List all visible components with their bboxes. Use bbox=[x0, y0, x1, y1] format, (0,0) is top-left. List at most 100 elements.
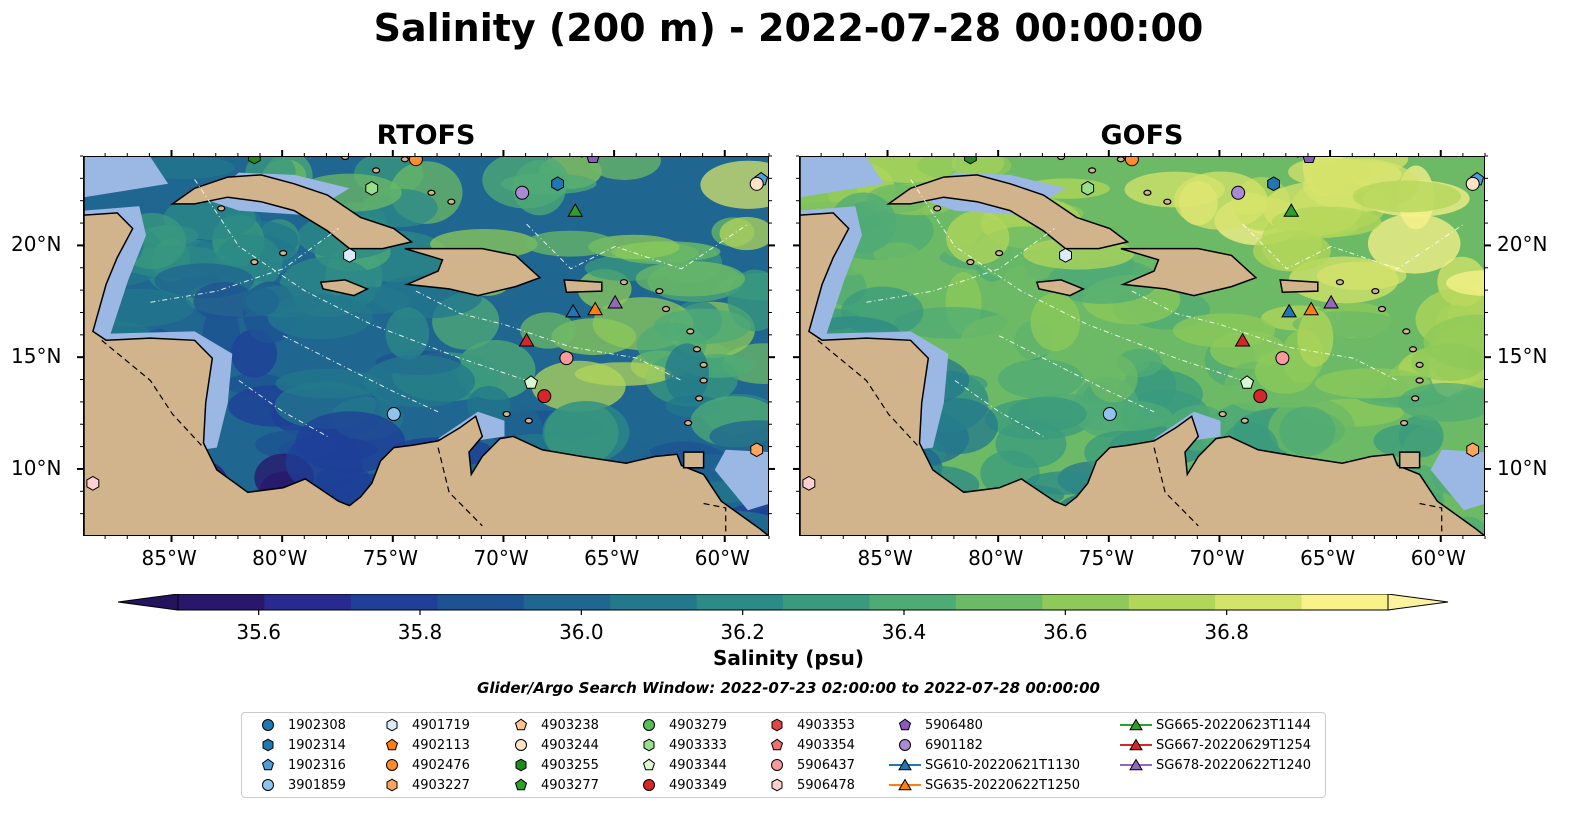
gofs-salinity-map[interactable] bbox=[799, 156, 1485, 536]
island bbox=[686, 328, 695, 335]
platform-marker-4902476[interactable] bbox=[408, 157, 423, 167]
platform-marker-3901859[interactable] bbox=[386, 407, 401, 422]
legend-marker-icon bbox=[887, 715, 925, 735]
platform-marker-4903349[interactable] bbox=[1253, 389, 1268, 404]
platform-marker-4903344[interactable] bbox=[523, 375, 539, 389]
legend-item-4903353: 4903353 bbox=[759, 715, 855, 735]
platform-marker-SG678-20220622T1240[interactable] bbox=[1323, 294, 1339, 309]
legend-label: 4903354 bbox=[797, 737, 855, 753]
eez-boundary bbox=[415, 290, 682, 381]
island bbox=[217, 205, 226, 212]
platform-marker-SG610-20220621T1130[interactable] bbox=[565, 303, 581, 318]
legend-marker bbox=[771, 759, 783, 771]
eez-boundary bbox=[954, 380, 1044, 437]
platform-marker-4903255[interactable] bbox=[248, 157, 261, 165]
platform-marker-1902314[interactable] bbox=[1267, 176, 1280, 192]
colorbar-segment bbox=[610, 594, 698, 610]
eez-boundary bbox=[150, 228, 339, 303]
island bbox=[250, 258, 259, 266]
legend-marker-icon bbox=[250, 755, 288, 775]
land-mass bbox=[1120, 247, 1258, 297]
platform-marker-4903227[interactable] bbox=[1466, 442, 1480, 458]
colorbar-gradient bbox=[117, 593, 1449, 615]
platform-marker-1902314[interactable] bbox=[551, 176, 564, 192]
platform-marker-4901719[interactable] bbox=[343, 247, 356, 263]
land-mass bbox=[84, 157, 768, 535]
shelf-area bbox=[800, 157, 885, 198]
platform-marker-SG678-20220622T1240[interactable] bbox=[607, 294, 623, 309]
legend-item-1902314: 1902314 bbox=[250, 735, 346, 755]
island bbox=[695, 395, 704, 402]
platform-marker-4903333[interactable] bbox=[365, 180, 379, 196]
land-mass bbox=[563, 279, 603, 293]
land-mass bbox=[319, 279, 370, 297]
legend-marker bbox=[771, 778, 783, 792]
legend-marker bbox=[385, 738, 399, 751]
platform-marker-4903344[interactable] bbox=[1239, 375, 1255, 389]
island bbox=[966, 258, 975, 266]
y-tick-label: 20°N bbox=[1497, 232, 1548, 257]
legend-item-SG635-20220622T1250: SG635-20220622T1250 bbox=[887, 775, 1080, 795]
legend-label: SG678-20220622T1240 bbox=[1156, 757, 1312, 773]
platform-marker-3901859[interactable] bbox=[1102, 407, 1117, 422]
platform-marker-6901182[interactable] bbox=[515, 185, 530, 200]
legend-label: 4903279 bbox=[669, 717, 727, 733]
legend-item-4901719: 4901719 bbox=[374, 715, 470, 735]
legend-marker-icon bbox=[631, 755, 669, 775]
platform-marker-4901719[interactable] bbox=[1059, 247, 1072, 263]
platform-marker-5906480[interactable] bbox=[1302, 157, 1316, 163]
platform-marker-SG635-20220622T1250[interactable] bbox=[1303, 301, 1320, 316]
land-mass bbox=[886, 174, 1130, 250]
platform-marker-SG667-20220629T1254[interactable] bbox=[518, 332, 535, 347]
island bbox=[1116, 157, 1125, 163]
platform-marker-6901182[interactable] bbox=[1231, 185, 1246, 200]
island bbox=[1088, 167, 1097, 174]
island bbox=[400, 157, 409, 163]
legend-marker bbox=[515, 758, 527, 772]
island bbox=[1415, 361, 1424, 368]
legend-marker-icon bbox=[374, 735, 412, 755]
island bbox=[661, 305, 671, 313]
platform-marker-SG635-20220622T1250[interactable] bbox=[587, 301, 604, 316]
platform-marker-5906480[interactable] bbox=[586, 157, 600, 163]
platform-marker-SG665-20220623T1144[interactable] bbox=[567, 203, 584, 217]
rtofs-salinity-map[interactable] bbox=[83, 156, 769, 536]
land-mass bbox=[682, 451, 705, 469]
land-mass bbox=[1398, 451, 1421, 469]
platform-marker-4903227[interactable] bbox=[750, 442, 764, 458]
panel-title-rtofs: RTOFS bbox=[376, 120, 476, 151]
platform-marker-5906437[interactable] bbox=[1275, 351, 1290, 366]
island bbox=[1411, 395, 1420, 402]
platform-marker-4903349[interactable] bbox=[537, 389, 552, 404]
island bbox=[699, 361, 708, 368]
platform-marker-4903244[interactable] bbox=[1465, 176, 1480, 191]
island bbox=[1402, 328, 1411, 335]
legend-marker-icon bbox=[374, 775, 412, 795]
platform-marker-SG610-20220621T1130[interactable] bbox=[1281, 303, 1297, 318]
platform-marker-5906478[interactable] bbox=[86, 475, 100, 491]
platform-marker-4903333[interactable] bbox=[1081, 180, 1095, 196]
island bbox=[1218, 410, 1227, 418]
platform-marker-4903255[interactable] bbox=[964, 157, 977, 165]
platform-marker-SG667-20220629T1254[interactable] bbox=[1234, 332, 1251, 347]
island bbox=[684, 419, 693, 427]
legend-label: 4902476 bbox=[412, 757, 470, 773]
island bbox=[692, 346, 702, 353]
legend-item-4902113: 4902113 bbox=[374, 735, 470, 755]
platform-marker-5906437[interactable] bbox=[559, 351, 574, 366]
land-mass bbox=[1035, 279, 1086, 297]
platform-marker-SG665-20220623T1144[interactable] bbox=[1283, 203, 1300, 217]
y-tick-label: 15°N bbox=[11, 344, 62, 369]
country-border bbox=[101, 339, 204, 449]
platform-marker-4903244[interactable] bbox=[749, 176, 764, 191]
x-tick-label: 60°W bbox=[1410, 546, 1466, 570]
legend-label: 4903255 bbox=[541, 757, 599, 773]
platform-marker-4902476[interactable] bbox=[1124, 157, 1139, 167]
eez-boundary bbox=[1242, 223, 1465, 270]
y-tick-label: 20°N bbox=[11, 232, 62, 257]
platform-marker-5906478[interactable] bbox=[802, 475, 816, 491]
colorbar-extend-low bbox=[117, 593, 179, 611]
island bbox=[502, 410, 511, 418]
legend-item-4903344: 4903344 bbox=[631, 755, 727, 775]
legend-marker bbox=[386, 718, 398, 732]
